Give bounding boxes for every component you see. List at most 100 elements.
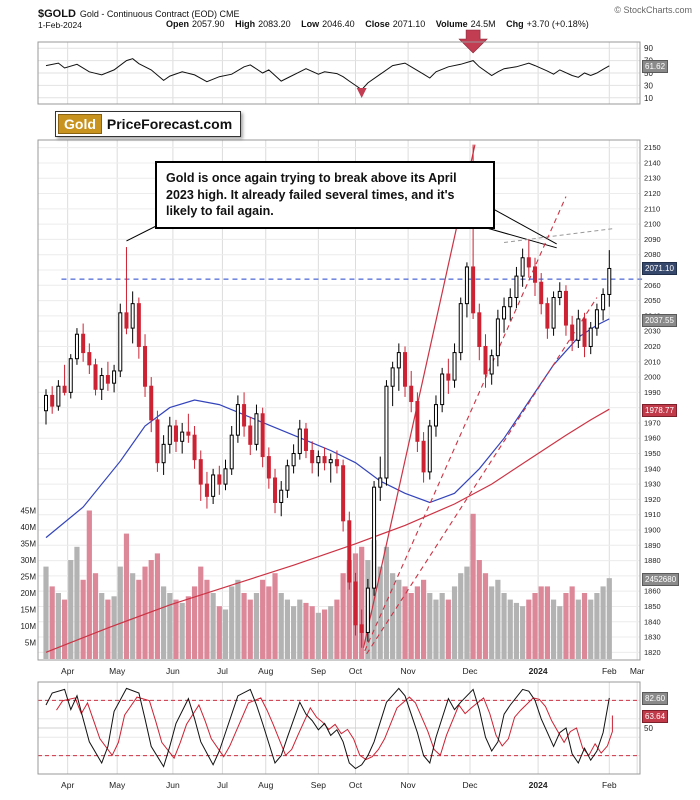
candlestick (601, 293, 606, 311)
candlestick (563, 290, 568, 326)
volume-tick-label: 20M (20, 589, 36, 598)
volume-bar (154, 553, 161, 659)
volume-bar (241, 593, 247, 659)
price-tick-label: 2090 (644, 235, 661, 244)
price-tick-label: 2010 (644, 357, 661, 366)
candlestick (254, 413, 259, 445)
volume-bar (544, 586, 550, 659)
volume-bar (167, 593, 173, 659)
price-tick-label: 1940 (644, 464, 661, 473)
candlestick (81, 333, 86, 354)
stockcharts-credit: © StockCharts.com (614, 5, 692, 15)
volume-bar (513, 602, 520, 659)
volume-bar (396, 579, 402, 659)
volume-bar (495, 579, 501, 659)
volume-tick-label: 35M (20, 540, 36, 549)
candlestick (508, 297, 513, 308)
month-label-bottom: Oct (349, 780, 363, 790)
volume-bar (377, 566, 383, 659)
candlestick (594, 309, 599, 329)
volume-bar (445, 599, 451, 659)
volume-bar (464, 566, 470, 659)
candlestick (570, 324, 575, 341)
volume-bar (260, 579, 266, 659)
candlestick (328, 459, 333, 464)
volume-bar (74, 546, 80, 659)
candlestick (279, 489, 284, 503)
volume-bar (291, 606, 297, 659)
panel-border (37, 41, 641, 105)
volume-bar (581, 593, 588, 659)
rsi-tick-label: 10 (644, 94, 653, 103)
volume-bar (136, 579, 142, 659)
volume-bar (266, 586, 272, 659)
volume-bar (80, 579, 86, 659)
volume-bar (99, 593, 105, 659)
candlestick (489, 355, 494, 375)
symbol-label: $GOLD (38, 8, 76, 20)
candlestick (409, 385, 414, 403)
candlestick (161, 443, 166, 464)
volume-tick-label: 30M (20, 556, 36, 565)
month-label: Jun (166, 666, 180, 676)
volume-bar (198, 566, 204, 659)
price-tick-label: 2150 (644, 143, 661, 152)
support-trendline (366, 297, 598, 655)
price-tick-label: 2110 (644, 204, 660, 213)
candlestick (62, 385, 67, 393)
volume-bar (303, 602, 309, 659)
candlestick (440, 373, 445, 406)
close-value: 2071.10 (392, 19, 426, 29)
candlestick (68, 358, 73, 393)
volume-bar (482, 573, 489, 659)
volume-bar (439, 593, 445, 659)
month-label-bottom: Aug (258, 780, 273, 790)
price-tick-label: 1970 (644, 418, 661, 427)
volume-bar (346, 560, 352, 659)
candlestick (266, 456, 271, 479)
month-label-bottom: Feb (602, 780, 617, 790)
month-label: Jul (217, 666, 228, 676)
month-label-bottom: 2024 (529, 780, 548, 790)
candlestick (112, 370, 117, 384)
month-label-bottom: Nov (401, 780, 417, 790)
volume-bar (309, 606, 315, 659)
month-label: 2024 (529, 666, 548, 676)
candlestick (359, 624, 364, 633)
volume-bar (68, 560, 74, 659)
volume-bar (92, 573, 99, 659)
volume-bar (476, 560, 482, 659)
rsi-oversold-marker (356, 88, 367, 98)
volume-bar (575, 599, 581, 659)
month-label-bottom: Jun (166, 780, 180, 790)
month-label: Oct (349, 666, 363, 676)
candlestick (291, 453, 296, 467)
volume-bar (185, 596, 191, 659)
candlestick (365, 587, 370, 633)
candlestick (56, 385, 61, 407)
annotation-pointer-line (126, 223, 161, 242)
candlestick (217, 474, 222, 485)
month-label: Dec (462, 666, 478, 676)
candlestick (607, 267, 612, 295)
volume-bar (408, 593, 414, 659)
price-tick-label: 2060 (644, 281, 661, 290)
volume-bar (216, 606, 222, 659)
rsi-value-tag: 61.62 (642, 60, 669, 73)
volume-tick-label: 25M (20, 573, 36, 582)
candlestick (74, 333, 79, 360)
candlestick (186, 431, 191, 436)
volume-bar (111, 596, 117, 659)
candlestick (273, 477, 278, 503)
volume-bar (470, 513, 476, 659)
volume-bar (383, 546, 390, 659)
volume-bar (600, 586, 606, 659)
logo-site-text: PriceForecast.com (106, 116, 233, 132)
candlestick (310, 449, 315, 464)
rsi-tick-label: 90 (644, 44, 653, 53)
volume-bar (55, 593, 61, 659)
candlestick (390, 367, 395, 387)
candlestick (322, 456, 327, 464)
candlestick (557, 290, 562, 299)
